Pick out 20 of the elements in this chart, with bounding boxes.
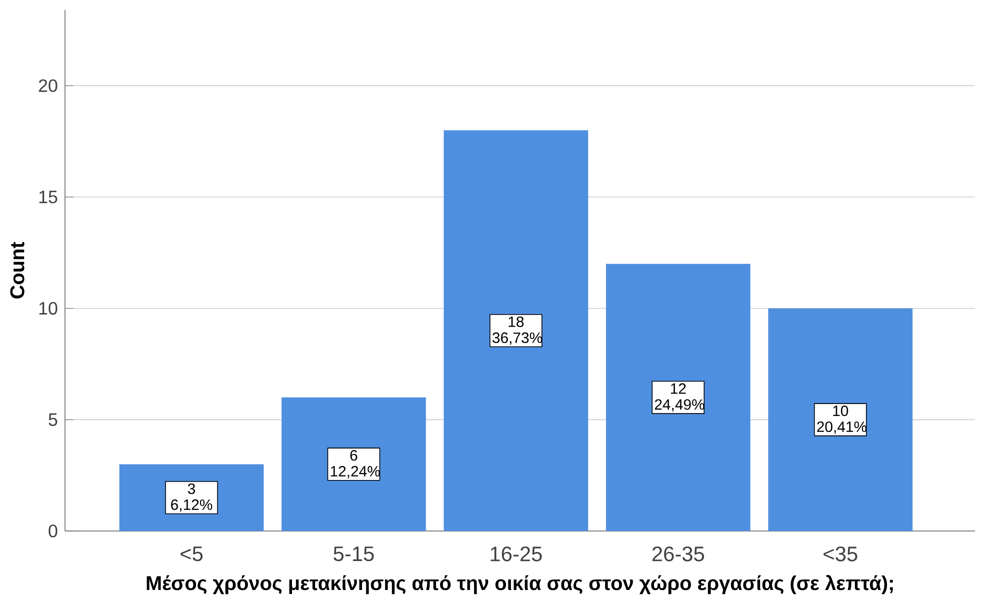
y-tick-label: 5 [48, 413, 58, 426]
y-tick-label: 15 [39, 190, 58, 204]
y-tick-label: 0 [48, 524, 58, 538]
data-label: 10 20,41% [817, 406, 867, 434]
bar [768, 308, 913, 531]
x-tick-label: 16-25 [490, 546, 542, 562]
y-axis-title: Count [10, 242, 24, 298]
x-tick-label: 26-35 [652, 546, 704, 562]
data-label: 3 6,12% [171, 483, 212, 512]
y-tick-label: 20 [38, 79, 58, 92]
data-label: 12 24,49% [654, 383, 704, 412]
y-tick-label: 10 [39, 302, 58, 315]
bar [606, 264, 750, 531]
x-tick-label: <5 [180, 546, 203, 562]
data-label: 6 12,24% [330, 450, 380, 478]
x-axis-title: Μέσος χρόνος μετακίνησης από την οικία σας στον χώρο εργασίας (σε λεπτά); [146, 575, 893, 594]
bar [282, 397, 426, 531]
x-tick-label: 5-15 [334, 546, 374, 562]
bar [444, 130, 588, 531]
x-tick-label: <35 [824, 546, 858, 562]
